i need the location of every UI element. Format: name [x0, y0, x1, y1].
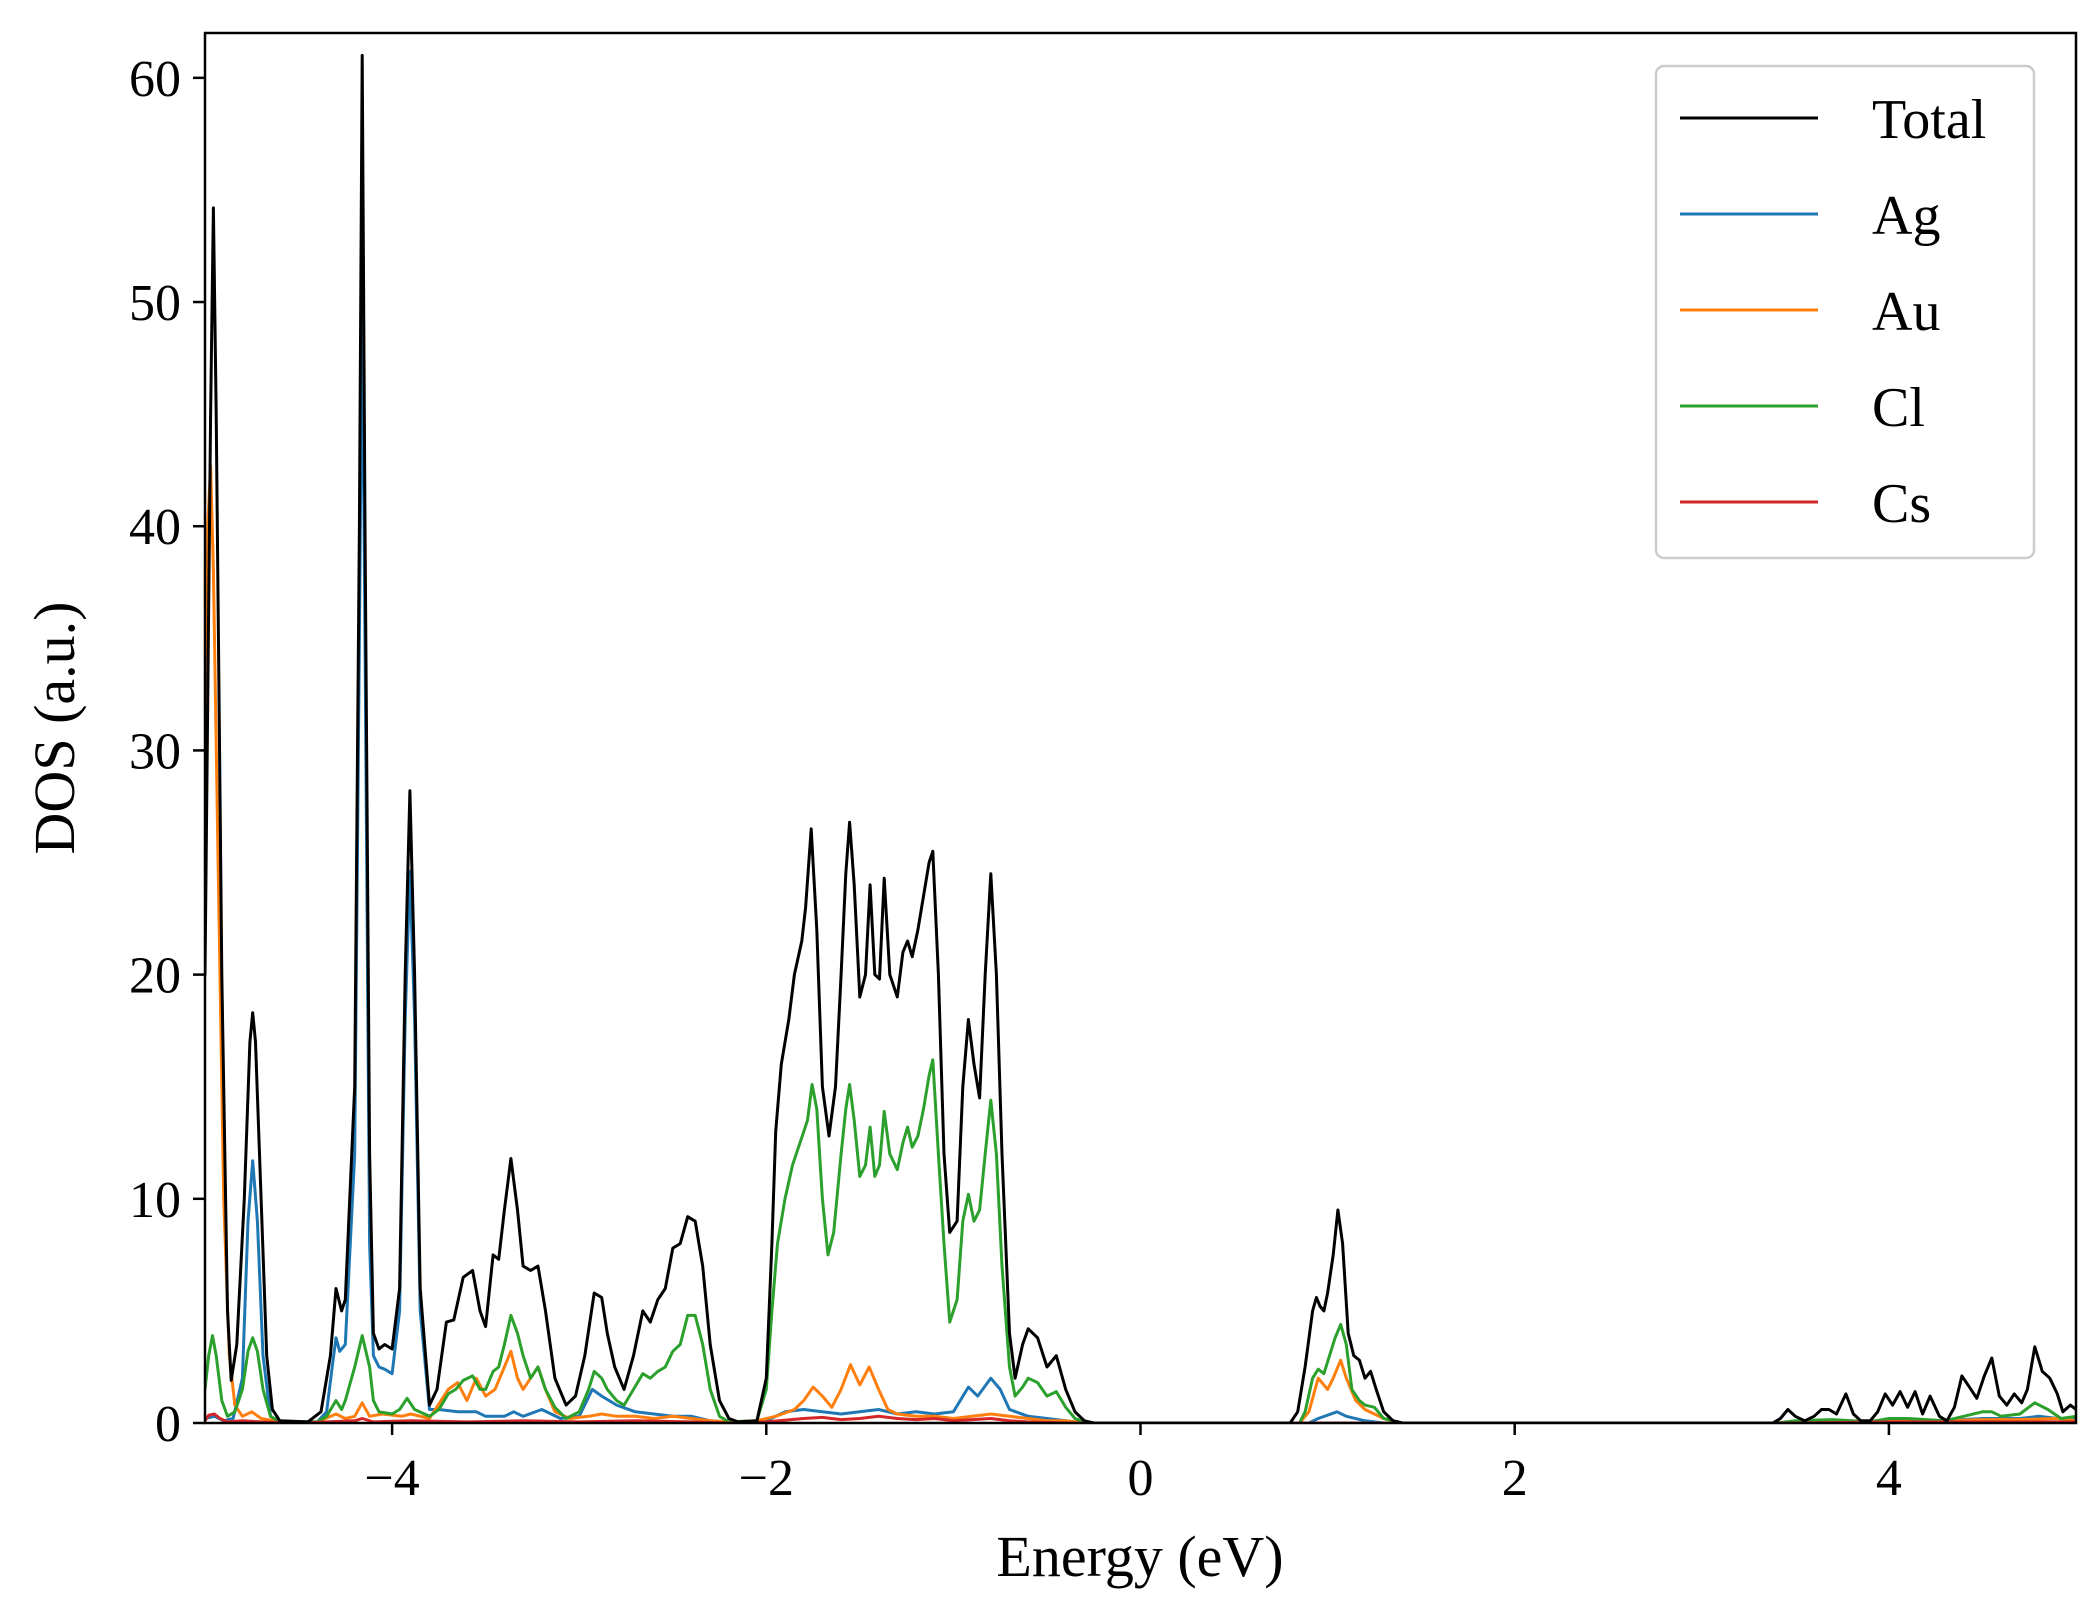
legend-label-cl: Cl: [1872, 377, 1925, 439]
y-tick-label: 0: [155, 1396, 181, 1453]
x-tick-label: −4: [364, 1450, 419, 1507]
y-tick-label: 30: [129, 723, 181, 780]
series-line-ag: [205, 300, 2076, 1423]
y-tick-label: 10: [129, 1172, 181, 1229]
legend-label-ag: Ag: [1872, 185, 1940, 247]
y-tick-label: 20: [129, 948, 181, 1005]
y-axis-label: DOS (a.u.): [22, 602, 87, 855]
y-tick-label: 50: [129, 275, 181, 332]
series-line-total: [205, 53, 2076, 1423]
y-axis-ticks: 0 10 20 30 40 50 60: [129, 51, 205, 1453]
x-axis-label: Energy (eV): [996, 1524, 1283, 1589]
legend-box: [1654, 64, 2036, 560]
x-tick-label: 4: [1876, 1450, 1902, 1507]
legend-label-au: Au: [1872, 281, 1940, 343]
legend-label-cs: Cs: [1872, 473, 1931, 535]
y-tick-label: 40: [129, 499, 181, 556]
x-tick-label: 2: [1502, 1450, 1528, 1507]
x-tick-label: 0: [1128, 1450, 1154, 1507]
series-line-au: [205, 464, 2076, 1423]
series-line-cl: [205, 1058, 2076, 1423]
legend: Total Ag Au Cl Cs: [1654, 64, 2036, 560]
legend-label-total: Total: [1872, 89, 1986, 151]
y-tick-label: 60: [129, 51, 181, 108]
x-tick-label: −2: [739, 1450, 794, 1507]
x-axis-ticks: −4 −2 0 2 4: [364, 1423, 1902, 1507]
